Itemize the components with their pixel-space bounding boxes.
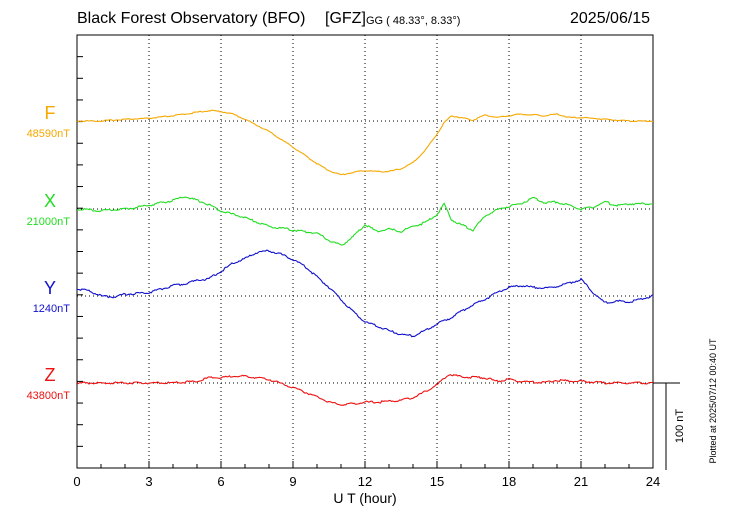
x-tick-label: 24 (646, 474, 660, 489)
series-line-x (77, 196, 654, 246)
series-line-f (76, 109, 654, 176)
series-name-z: Z (45, 365, 56, 385)
x-tick-labels: 0 3 6 9 12 15 18 21 24 (73, 474, 660, 489)
series-name-y: Y (44, 278, 56, 298)
series-name-x: X (44, 191, 56, 211)
scale-bar-label: 100 nT (674, 409, 686, 444)
series-line-z (76, 373, 654, 406)
x-tick-label: 18 (502, 474, 516, 489)
series-name-f: F (45, 103, 56, 123)
series-baseline-z: 43800nT (27, 390, 71, 402)
x-tick-label: 0 (73, 474, 80, 489)
x-tick-label: 9 (289, 474, 296, 489)
date-label: 2025/06/15 (570, 10, 651, 27)
series-lines (76, 109, 654, 406)
series-baseline-x: 21000nT (27, 216, 71, 228)
plotted-footnote: Plotted at 2025/07/12 00:40 UT (708, 338, 718, 464)
series-baseline-y: 1240nT (33, 303, 71, 315)
x-axis-title: U T (hour) (333, 490, 396, 506)
x-tick-label: 21 (574, 474, 588, 489)
institute-label: [GFZ] (325, 10, 366, 27)
x-tick-label: 3 (145, 474, 152, 489)
station-title: Black Forest Observatory (BFO) (77, 10, 306, 27)
series-line-y (76, 249, 654, 338)
x-tick-label: 12 (358, 474, 372, 489)
x-tick-label: 15 (430, 474, 444, 489)
grid-lines (77, 35, 653, 468)
series-labels: F 48590nT X 21000nT Y 1240nT Z 43800nT (27, 103, 71, 402)
tick-marks (76, 34, 654, 469)
scale-bar: 100 nT (653, 382, 686, 470)
x-tick-label: 6 (217, 474, 224, 489)
series-baseline-f: 48590nT (27, 128, 71, 140)
coordinates-label: GG ( 48.33°, 8.33°) (366, 15, 461, 27)
